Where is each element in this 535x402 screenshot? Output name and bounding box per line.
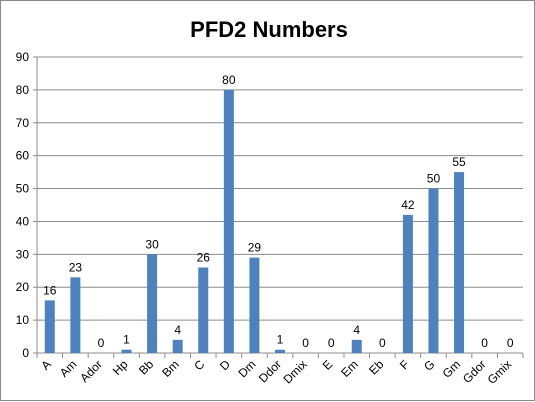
x-tick-label: Dmix (280, 357, 309, 386)
bar-gm (454, 172, 465, 353)
x-tick-label: Gdor (460, 357, 489, 386)
data-label-ddor: 1 (277, 333, 284, 347)
x-tick-label: Hp (110, 357, 131, 378)
bar-ddor (275, 349, 285, 353)
y-tick-label: 70 (16, 116, 30, 130)
y-tick-label: 0 (22, 346, 29, 360)
data-label-c: 26 (197, 250, 211, 264)
x-tick-label: Bm (159, 357, 182, 380)
bar-bb (147, 254, 158, 353)
y-tick-label: 20 (16, 280, 30, 294)
x-tick-label: E (320, 357, 336, 373)
y-tick-label: 60 (16, 149, 30, 163)
y-tick-label: 10 (16, 313, 30, 327)
data-label-eb: 0 (379, 336, 386, 350)
x-tick-label: Em (338, 357, 361, 380)
data-label-f: 42 (401, 198, 415, 212)
data-label-d: 80 (222, 73, 236, 87)
x-tick-label: Ador (77, 357, 105, 385)
x-tick-label: Gmix (485, 357, 515, 387)
bar-hp (121, 349, 132, 353)
bar-f (402, 214, 413, 353)
chart-title: PFD2 Numbers (190, 17, 348, 42)
x-tick-label: Eb (366, 357, 387, 378)
y-tick-label: 40 (16, 214, 30, 228)
x-tick-label: Ddor (256, 357, 284, 385)
data-label-dm: 29 (248, 241, 262, 255)
y-tick-label: 90 (16, 50, 30, 64)
x-tick-label: C (191, 357, 207, 373)
data-label-am: 23 (69, 260, 83, 274)
data-label-bb: 30 (145, 237, 159, 251)
data-label-hp: 1 (123, 333, 130, 347)
y-tick-label: 80 (16, 83, 30, 97)
data-label-gm: 55 (452, 155, 466, 169)
bar-d (223, 89, 234, 353)
data-label-ador: 0 (98, 336, 105, 350)
data-label-bm: 4 (174, 323, 181, 337)
x-tick-label: A (38, 357, 54, 373)
bar-a (44, 300, 55, 353)
y-tick-label: 50 (16, 182, 30, 196)
bar-bm (172, 339, 183, 353)
bar-g (428, 188, 439, 353)
bar-dm (249, 257, 260, 353)
data-label-dmix: 0 (302, 336, 309, 350)
data-label-gdor: 0 (481, 336, 488, 350)
data-label-gmix: 0 (507, 336, 514, 350)
x-tick-label: Bb (136, 357, 157, 378)
bar-em (351, 339, 362, 353)
x-tick-label: G (421, 357, 438, 374)
x-tick-label: Dm (235, 357, 258, 380)
data-label-e: 0 (328, 336, 335, 350)
x-tick-label: Gm (440, 357, 464, 381)
x-tick-label: D (217, 357, 233, 373)
data-label-g: 50 (427, 172, 441, 186)
x-tick-label: F (397, 357, 412, 372)
data-label-a: 16 (43, 283, 57, 297)
data-label-em: 4 (353, 323, 360, 337)
y-tick-label: 30 (16, 247, 30, 261)
bar-c (198, 267, 209, 353)
bar-am (70, 277, 81, 353)
x-tick-label: Am (57, 357, 80, 380)
